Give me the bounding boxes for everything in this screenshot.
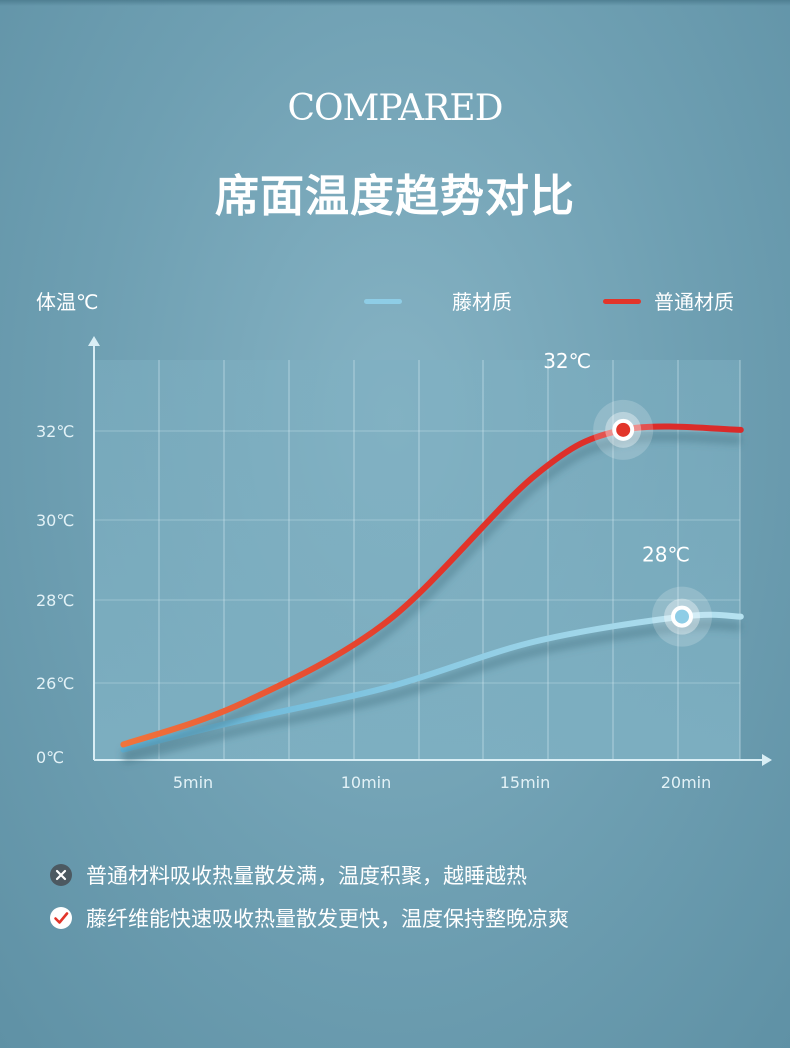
x-axis-arrow	[762, 754, 772, 766]
x-tick-label: 10min	[341, 773, 392, 792]
x-circle-icon	[50, 864, 72, 886]
end-point-ordinary	[612, 418, 635, 441]
note-ordinary-text: 普通材料吸收热量散发满，温度积聚，越睡越热	[86, 864, 527, 888]
y-tick-label: 0℃	[36, 748, 64, 767]
y-tick-label: 26℃	[36, 674, 74, 693]
data-label-ordinary: 32℃	[543, 349, 591, 373]
data-label-rattan: 28℃	[642, 543, 690, 567]
check-circle-icon	[50, 907, 72, 929]
english-title: COMPARED	[287, 88, 503, 129]
end-point-rattan	[671, 605, 693, 628]
legend-swatch-rattan	[364, 299, 402, 304]
note-rattan-text: 藤纤维能快速吸收热量散发更快，温度保持整晚凉爽	[86, 907, 569, 931]
x-tick-label: 15min	[500, 773, 551, 792]
series-shadow	[122, 620, 741, 764]
x-tick-label: 5min	[173, 773, 213, 792]
y-tick-label: 28℃	[36, 591, 74, 610]
axes	[88, 336, 772, 766]
legend-label-ordinary: 普通材质	[654, 290, 734, 314]
y-tick-label: 32℃	[36, 422, 74, 441]
legend-swatch-ordinary	[603, 299, 641, 304]
top-shadow-band	[0, 0, 790, 6]
end-markers: 28℃ 32℃	[543, 349, 712, 647]
legend-label-rattan: 藤材质	[452, 290, 512, 314]
x-tick-label: 20min	[661, 773, 712, 792]
tick-labels: 0℃ 26℃ 28℃ 30℃ 32℃ 5min 10min 15min 20min	[36, 422, 711, 792]
y-tick-label: 30℃	[36, 511, 74, 530]
chinese-title: 席面温度趋势对比	[215, 171, 575, 222]
y-axis-title: 体温℃	[36, 290, 99, 314]
note-ordinary: 普通材料吸收热量散发满，温度积聚，越睡越热	[50, 860, 527, 890]
note-rattan: 藤纤维能快速吸收热量散发更快，温度保持整晚凉爽	[50, 903, 569, 933]
y-axis-arrow	[88, 336, 100, 346]
